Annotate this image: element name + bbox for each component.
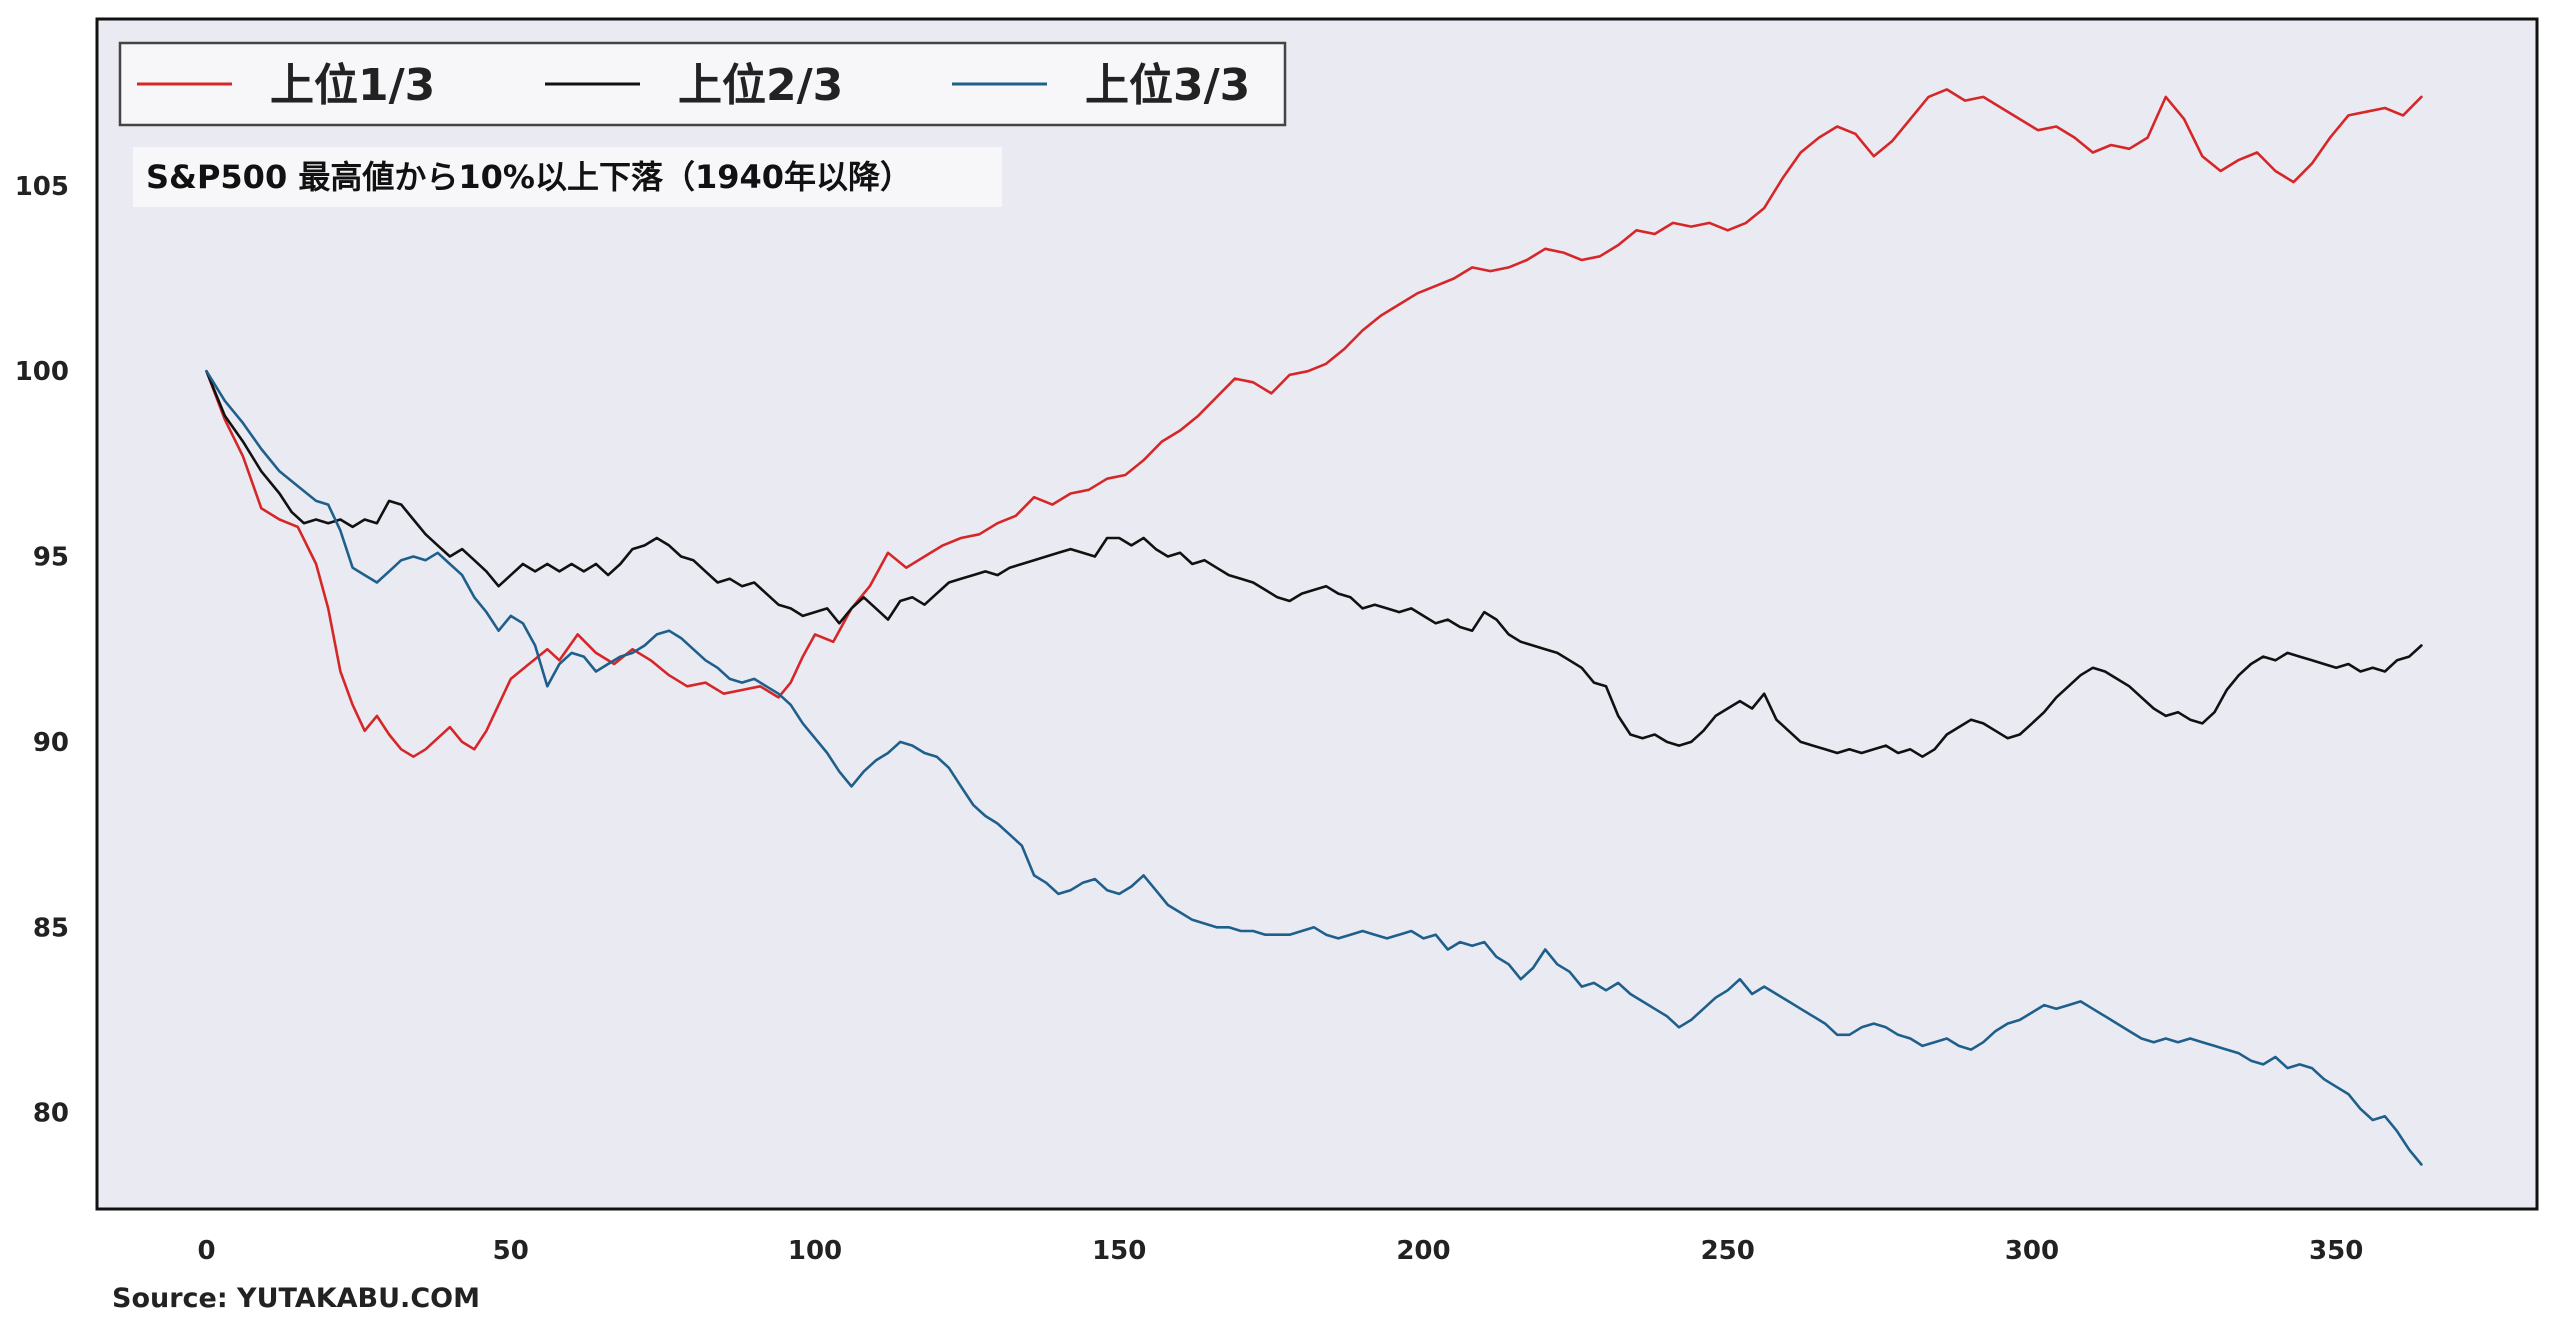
- y-tick-label-90: 90: [33, 728, 69, 758]
- y-tick-label-85: 85: [33, 913, 69, 943]
- x-tick-label-150: 150: [1092, 1236, 1146, 1266]
- series-line-2: [205, 369, 2423, 758]
- x-axis-ticks: 0 50 100 150 200 250 300 350: [197, 1236, 2363, 1266]
- y-tick-label-80: 80: [33, 1099, 69, 1129]
- annotation: S&P500 最高値から10%以上下落（1940年以降）: [133, 147, 1002, 207]
- x-tick-label-350: 350: [2309, 1236, 2363, 1266]
- y-tick-label-95: 95: [33, 543, 69, 573]
- annotation-box: [133, 147, 1002, 207]
- x-tick-label-100: 100: [788, 1236, 842, 1266]
- x-tick-label-0: 0: [197, 1236, 215, 1266]
- legend-frame: [118, 41, 1287, 127]
- legend-label-2: 上位2/3: [678, 60, 843, 111]
- x-tick-label-300: 300: [2005, 1236, 2059, 1266]
- series-line-1: [205, 88, 2423, 758]
- y-tick-label-100: 100: [15, 357, 69, 387]
- plot-area: [97, 19, 2537, 1209]
- plot-frame: [95, 17, 2539, 1211]
- y-tick-label-105: 105: [15, 172, 69, 202]
- legend: 上位1/3 上位2/3 上位3/3: [118, 41, 1287, 127]
- x-tick-label-200: 200: [1396, 1236, 1450, 1266]
- annotation-text: S&P500 最高値から10%以上下落（1940年以降）: [146, 158, 912, 196]
- series-line-3: [205, 369, 2423, 1166]
- x-tick-label-50: 50: [493, 1236, 529, 1266]
- legend-label-3: 上位3/3: [1085, 60, 1250, 111]
- source-label: Source: YUTAKABU.COM: [112, 1283, 480, 1314]
- legend-label-1: 上位1/3: [270, 60, 435, 111]
- x-tick-label-250: 250: [1701, 1236, 1755, 1266]
- y-axis-ticks: 80 85 90 95 100 105: [15, 172, 69, 1129]
- series-lines: [205, 88, 2423, 1166]
